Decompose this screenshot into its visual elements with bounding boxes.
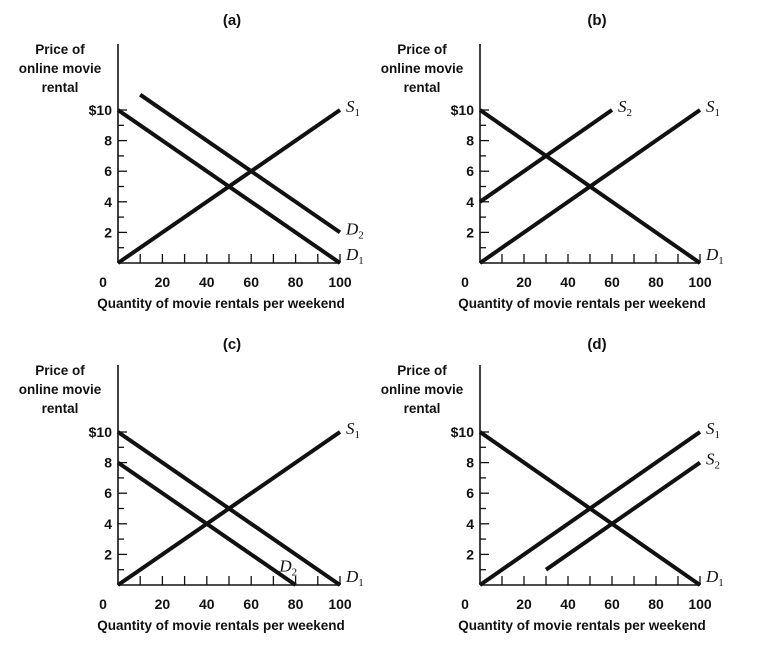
y-tick-label: 8 (104, 133, 112, 149)
series-label: S1 (706, 97, 720, 119)
y-tick-label: 8 (466, 455, 474, 471)
x-axis-label: Quantity of movie rentals per weekend (458, 296, 706, 311)
y-axis-label-line: Price of (35, 42, 85, 57)
y-axis-label-line: rental (404, 401, 441, 416)
series-line-d1 (116, 430, 342, 587)
series-line-d1 (478, 108, 702, 265)
y-axis-label-line: rental (42, 401, 79, 416)
series-line-d1 (478, 430, 702, 587)
series-label: S2 (706, 450, 720, 472)
y-axis-label-line: rental (404, 80, 441, 95)
chart-panel-2: (b) Price of online movie rental 2 4 6 8 $10 0 20 4… (381, 12, 724, 311)
y-axis-label-line: Price of (35, 363, 85, 378)
x-axis-label: Quantity of movie rentals per weekend (458, 618, 706, 633)
y-tick-label: 6 (466, 485, 474, 501)
x-tick-label: 20 (155, 274, 171, 290)
series-line-s2 (544, 460, 702, 572)
series-label: D1 (705, 245, 724, 267)
y-tick-label: $10 (89, 424, 113, 440)
y-tick-label: 4 (104, 516, 112, 532)
x-tick-label: 80 (648, 596, 664, 612)
x-tick-label: 100 (328, 596, 352, 612)
y-tick-label: $10 (89, 102, 113, 118)
y-tick-label: $10 (451, 102, 475, 118)
x-tick-label: 0 (461, 596, 469, 612)
series-label: D2 (278, 557, 297, 579)
series-label: D1 (345, 245, 364, 267)
x-tick-label: 60 (604, 274, 620, 290)
panel-title: (a) (223, 12, 241, 29)
series-label: S1 (346, 419, 360, 441)
chart-panel-3: (c) Price of online movie rental 2 4 6 8 $10 0 20 4… (19, 336, 364, 633)
panel-title: (b) (587, 12, 606, 29)
y-tick-label: 8 (104, 455, 112, 471)
y-tick-label: 2 (466, 224, 474, 240)
y-axis-label-line: online movie (19, 382, 102, 397)
panel-title: (d) (587, 336, 606, 353)
series-line-d2 (116, 460, 297, 587)
y-axis-label-line: online movie (381, 61, 464, 76)
y-axis-label-line: online movie (19, 61, 102, 76)
y-tick-label: 6 (104, 485, 112, 501)
x-tick-label: 80 (288, 274, 304, 290)
y-axis-label-line: rental (42, 80, 79, 95)
series-label: S2 (618, 97, 632, 119)
y-tick-label: 2 (104, 224, 112, 240)
series-line-d1 (116, 108, 342, 265)
x-tick-label: 80 (288, 596, 304, 612)
y-tick-label: 8 (466, 133, 474, 149)
y-tick-label: 6 (466, 163, 474, 179)
x-tick-label: 100 (688, 274, 712, 290)
x-axis-label: Quantity of movie rentals per weekend (97, 296, 345, 311)
x-tick-label: 80 (648, 274, 664, 290)
y-tick-label: 4 (466, 194, 474, 210)
y-tick-label: 4 (466, 516, 474, 532)
x-tick-label: 100 (688, 596, 712, 612)
x-tick-label: 60 (243, 274, 259, 290)
x-tick-label: 60 (604, 596, 620, 612)
chart-panel-4: (d) Price of online movie rental 2 4 6 8 $10 0 20 4… (381, 336, 724, 633)
y-axis-label-line: Price of (397, 363, 447, 378)
x-tick-label: 40 (199, 596, 215, 612)
x-tick-label: 100 (328, 274, 352, 290)
series-label: S1 (346, 97, 360, 119)
panel-title: (c) (223, 336, 241, 353)
series-label: D1 (705, 567, 724, 589)
x-tick-label: 0 (461, 274, 469, 290)
series-line-d2 (139, 93, 342, 235)
y-tick-label: 2 (104, 546, 112, 562)
x-tick-label: 40 (560, 274, 576, 290)
y-tick-label: 6 (104, 163, 112, 179)
x-tick-label: 20 (516, 596, 532, 612)
x-tick-label: 60 (243, 596, 259, 612)
x-tick-label: 0 (99, 274, 107, 290)
x-tick-label: 40 (560, 596, 576, 612)
x-tick-label: 20 (155, 596, 171, 612)
y-axis-label-line: Price of (397, 42, 447, 57)
chart-panel-1: (a) Price of online movie rental 2 4 6 8 $10 0 20 4… (19, 12, 364, 311)
y-tick-label: $10 (451, 424, 475, 440)
series-label: D2 (345, 219, 364, 241)
y-tick-label: 4 (104, 194, 112, 210)
x-tick-label: 0 (99, 596, 107, 612)
y-tick-label: 2 (466, 546, 474, 562)
y-axis-label-line: online movie (381, 382, 464, 397)
x-axis-label: Quantity of movie rentals per weekend (97, 618, 345, 633)
series-label: D1 (345, 567, 364, 589)
x-tick-label: 40 (199, 274, 215, 290)
x-tick-label: 20 (516, 274, 532, 290)
series-label: S1 (706, 419, 720, 441)
